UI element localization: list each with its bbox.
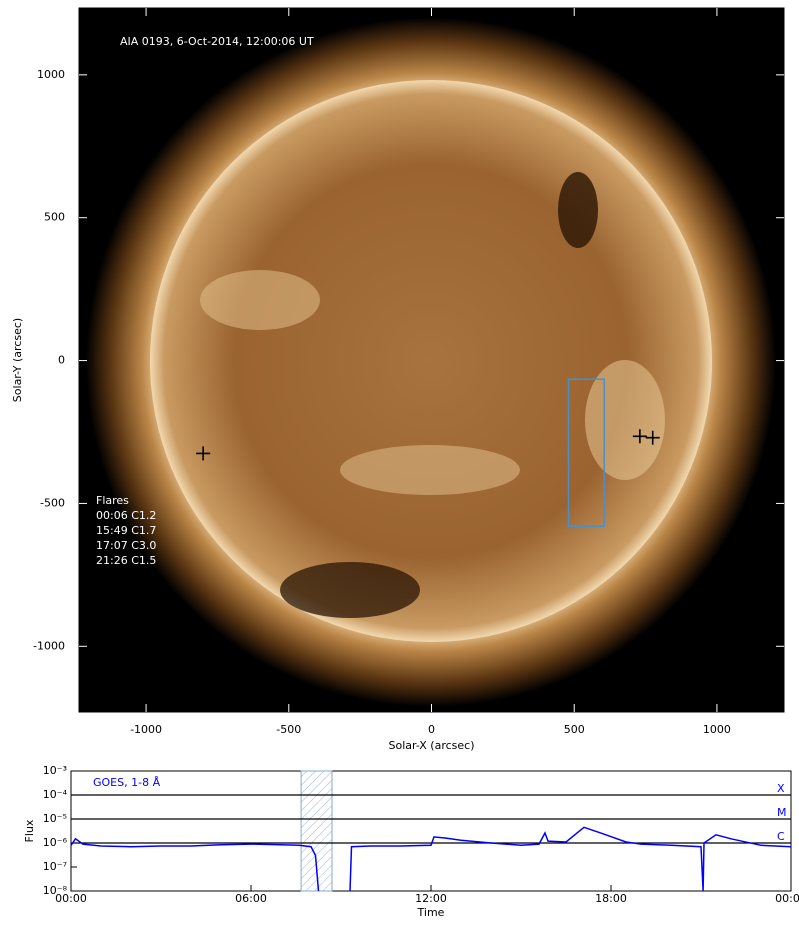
flare-annotation: 15:49 C1.7 (96, 524, 156, 537)
y-axis-label: Solar-Y (arcsec) (11, 318, 24, 402)
flare-marker (632, 429, 647, 444)
level-label: M (777, 806, 787, 819)
flare-annotation: 17:07 C3.0 (96, 539, 156, 552)
y-tick-label: -500 (40, 496, 65, 509)
y-tick-label: 10⁻⁸ (43, 884, 68, 897)
flux-line (70, 826, 792, 892)
coronal-hole (558, 172, 598, 248)
x-tick-label: 1000 (703, 723, 731, 736)
flare-annotation: 00:06 C1.2 (96, 509, 156, 522)
plot-frame (70, 770, 792, 892)
coronal-hole (280, 562, 420, 618)
y-tick-label: 1000 (37, 68, 65, 81)
x-tick-label: 12:00 (415, 892, 447, 905)
image-title: AIA 0193, 6-Oct-2014, 12:00:06 UT (120, 35, 314, 48)
y-tick-label: 10⁻⁴ (43, 788, 68, 801)
level-label: X (777, 782, 785, 795)
flare-annotation: 21:26 C1.5 (96, 554, 156, 567)
active-region (340, 445, 520, 495)
active-region (585, 360, 665, 480)
x-tick-label: 500 (564, 723, 585, 736)
y-tick-label: 10⁻⁵ (43, 812, 67, 825)
region-box (567, 378, 605, 528)
x-tick-label: -1000 (130, 723, 162, 736)
level-label: C (777, 830, 785, 843)
flare-marker (196, 446, 211, 461)
x-tick-label: 06:00 (235, 892, 267, 905)
x-axis-label: Solar-X (arcsec) (389, 739, 475, 752)
x-tick-label: 18:00 (595, 892, 627, 905)
y-axis-label: Flux (23, 819, 36, 842)
y-tick-label: 10⁻⁶ (43, 836, 68, 849)
y-tick-label: 10⁻³ (43, 764, 67, 777)
y-tick-label: 500 (44, 211, 65, 224)
y-tick-label: -1000 (33, 639, 65, 652)
x-tick-label: 00:00 (775, 892, 799, 905)
y-tick-label: 10⁻⁷ (43, 860, 67, 873)
x-tick-label: 0 (428, 723, 435, 736)
y-tick-label: 0 (58, 354, 65, 367)
solar-image (79, 8, 784, 712)
x-tick-label: -500 (276, 723, 301, 736)
flare-marker (645, 430, 660, 445)
x-axis-label: Time (417, 906, 445, 919)
x-tick-label: 00:00 (55, 892, 87, 905)
legend-label: GOES, 1-8 Å (93, 776, 161, 789)
flare-annotation: Flares (96, 494, 129, 507)
active-region (200, 270, 320, 330)
